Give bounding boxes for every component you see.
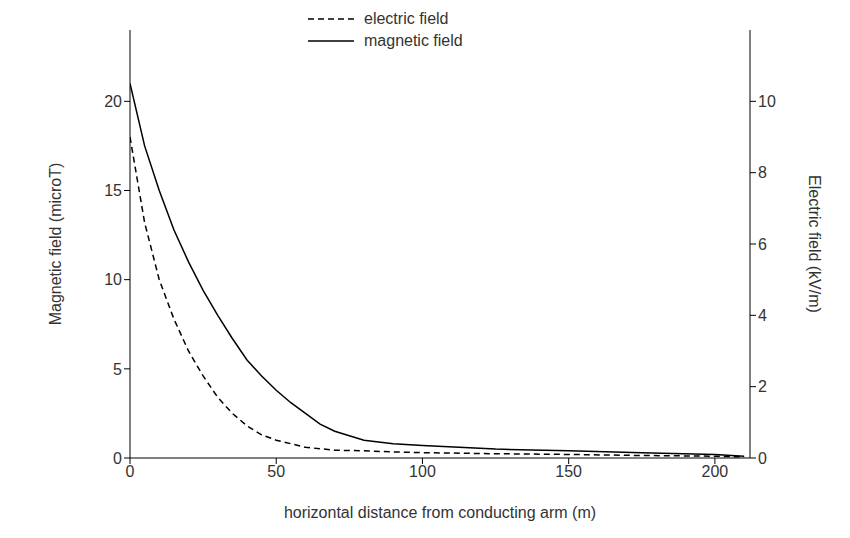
svg-text:10: 10 bbox=[758, 93, 776, 110]
svg-text:15: 15 bbox=[104, 182, 122, 199]
svg-text:0: 0 bbox=[758, 450, 767, 467]
svg-text:50: 50 bbox=[267, 463, 285, 480]
svg-text:0: 0 bbox=[126, 463, 135, 480]
svg-text:8: 8 bbox=[758, 164, 767, 181]
svg-text:20: 20 bbox=[104, 93, 122, 110]
svg-text:2: 2 bbox=[758, 378, 767, 395]
svg-text:0: 0 bbox=[113, 450, 122, 467]
svg-text:4: 4 bbox=[758, 307, 767, 324]
svg-text:horizontal distance from condu: horizontal distance from conducting arm … bbox=[284, 504, 596, 521]
svg-text:200: 200 bbox=[702, 463, 729, 480]
svg-text:10: 10 bbox=[104, 271, 122, 288]
html-text:magnetic field: magnetic field bbox=[364, 32, 463, 49]
html-text:electric field: electric field bbox=[364, 10, 449, 27]
svg-text:5: 5 bbox=[113, 361, 122, 378]
svg-text:Magnetic field (microT): Magnetic field (microT) bbox=[47, 163, 64, 326]
svg-text:100: 100 bbox=[409, 463, 436, 480]
svg-text:6: 6 bbox=[758, 236, 767, 253]
svg-text:Electric field (kV/m): Electric field (kV/m) bbox=[806, 175, 823, 313]
svg-text:150: 150 bbox=[555, 463, 582, 480]
